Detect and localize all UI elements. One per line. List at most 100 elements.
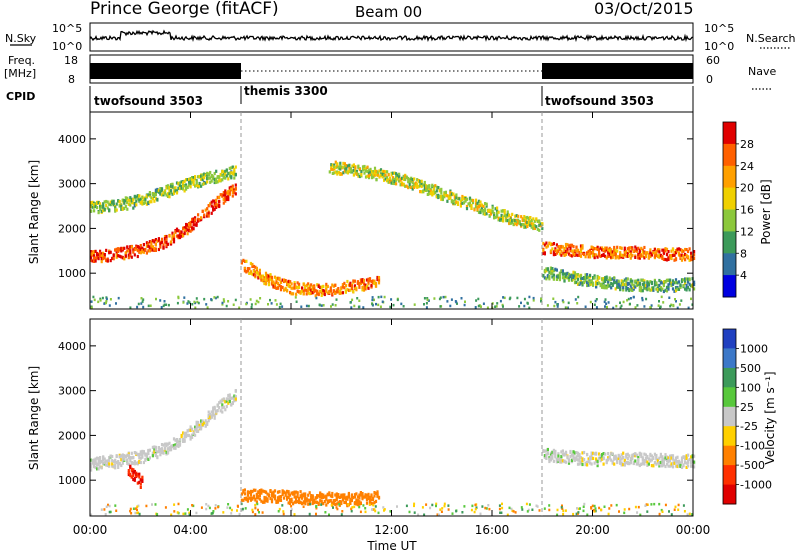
data-cell bbox=[638, 285, 641, 289]
data-cell bbox=[189, 185, 192, 189]
data-cell bbox=[142, 243, 145, 247]
data-cell bbox=[195, 221, 198, 226]
data-cell bbox=[301, 495, 304, 499]
data-cell bbox=[575, 253, 578, 257]
data-cell bbox=[189, 224, 192, 228]
data-cell bbox=[506, 210, 509, 214]
data-cell bbox=[662, 457, 665, 461]
ground-cell bbox=[567, 301, 570, 305]
ground-cell bbox=[334, 304, 337, 307]
data-cell bbox=[647, 287, 650, 291]
data-cell bbox=[365, 493, 369, 497]
ground-cell bbox=[579, 507, 581, 510]
data-cell bbox=[352, 279, 355, 283]
data-cell bbox=[290, 286, 293, 290]
data-cell bbox=[623, 458, 626, 462]
data-cell bbox=[535, 218, 538, 222]
data-cell bbox=[596, 464, 599, 468]
data-cell bbox=[471, 201, 475, 205]
data-cell bbox=[127, 462, 130, 466]
data-cell bbox=[364, 495, 367, 499]
ground-cell bbox=[115, 509, 118, 512]
data-cell bbox=[287, 490, 290, 494]
data-cell bbox=[373, 281, 376, 285]
data-cell bbox=[353, 284, 356, 288]
data-cell bbox=[263, 495, 266, 500]
data-cell bbox=[499, 218, 502, 222]
data-cell bbox=[352, 163, 355, 167]
data-cell bbox=[434, 184, 437, 188]
data-cell bbox=[132, 477, 135, 482]
data-cell bbox=[212, 406, 215, 410]
data-cell bbox=[136, 473, 139, 477]
data-cell bbox=[634, 459, 637, 463]
data-cell bbox=[566, 243, 569, 247]
ground-cell bbox=[423, 513, 426, 516]
data-cell bbox=[227, 393, 230, 398]
data-cell bbox=[160, 240, 164, 244]
data-cell bbox=[572, 454, 575, 458]
ground-cell bbox=[213, 296, 216, 299]
data-cell bbox=[374, 499, 378, 503]
data-cell bbox=[393, 178, 396, 182]
data-cell bbox=[99, 459, 102, 463]
data-cell bbox=[151, 245, 154, 249]
data-cell bbox=[365, 497, 369, 501]
data-cell bbox=[171, 192, 174, 196]
ground-cell bbox=[141, 300, 144, 303]
data-cell bbox=[604, 279, 607, 283]
data-cell bbox=[602, 248, 605, 252]
data-cell bbox=[554, 247, 557, 251]
data-cell bbox=[384, 173, 387, 177]
data-cell bbox=[643, 452, 646, 456]
data-cell bbox=[302, 282, 305, 287]
ground-cell bbox=[560, 506, 563, 509]
ground-cell bbox=[668, 296, 671, 299]
ground-cell bbox=[451, 512, 454, 515]
data-cell bbox=[652, 464, 655, 468]
data-cell bbox=[334, 283, 337, 287]
data-cell bbox=[576, 253, 580, 257]
ground-cell bbox=[634, 505, 637, 509]
data-cell bbox=[148, 191, 151, 195]
data-cell bbox=[367, 171, 371, 175]
ground-cell bbox=[278, 305, 281, 309]
ground-cell bbox=[536, 505, 539, 508]
data-cell bbox=[117, 247, 120, 251]
ground-cell bbox=[176, 511, 179, 514]
ground-cell bbox=[508, 506, 511, 510]
data-cell bbox=[127, 253, 130, 257]
y-tick-label: 1000 bbox=[58, 474, 86, 487]
data-cell bbox=[551, 456, 554, 460]
data-cell bbox=[602, 452, 605, 456]
data-cell bbox=[515, 218, 518, 222]
ground-cell bbox=[186, 508, 189, 511]
data-cell bbox=[139, 247, 142, 251]
data-cell bbox=[332, 501, 335, 505]
data-cell bbox=[338, 495, 341, 499]
data-cell bbox=[401, 176, 404, 180]
data-cell bbox=[573, 277, 577, 281]
data-cell bbox=[319, 495, 322, 499]
data-cell bbox=[332, 289, 335, 293]
data-cell bbox=[257, 276, 260, 280]
data-cell bbox=[366, 165, 369, 169]
data-cell bbox=[99, 202, 102, 206]
data-cell bbox=[557, 245, 560, 249]
data-cell bbox=[332, 284, 335, 288]
ground-cell bbox=[145, 504, 148, 508]
data-cell bbox=[97, 463, 100, 467]
data-cell bbox=[677, 251, 681, 255]
ground-cell bbox=[440, 510, 443, 513]
data-cell bbox=[227, 189, 230, 194]
data-cell bbox=[331, 171, 334, 175]
power-ylabel: Slant Range [km] bbox=[27, 160, 41, 264]
data-cell bbox=[595, 285, 598, 289]
ground-cell bbox=[548, 508, 551, 512]
data-cell bbox=[616, 285, 619, 289]
ground-cell bbox=[259, 297, 262, 300]
data-cell bbox=[295, 285, 298, 289]
ground-cell bbox=[480, 305, 482, 308]
data-cell bbox=[676, 281, 679, 285]
data-cell bbox=[485, 204, 488, 208]
